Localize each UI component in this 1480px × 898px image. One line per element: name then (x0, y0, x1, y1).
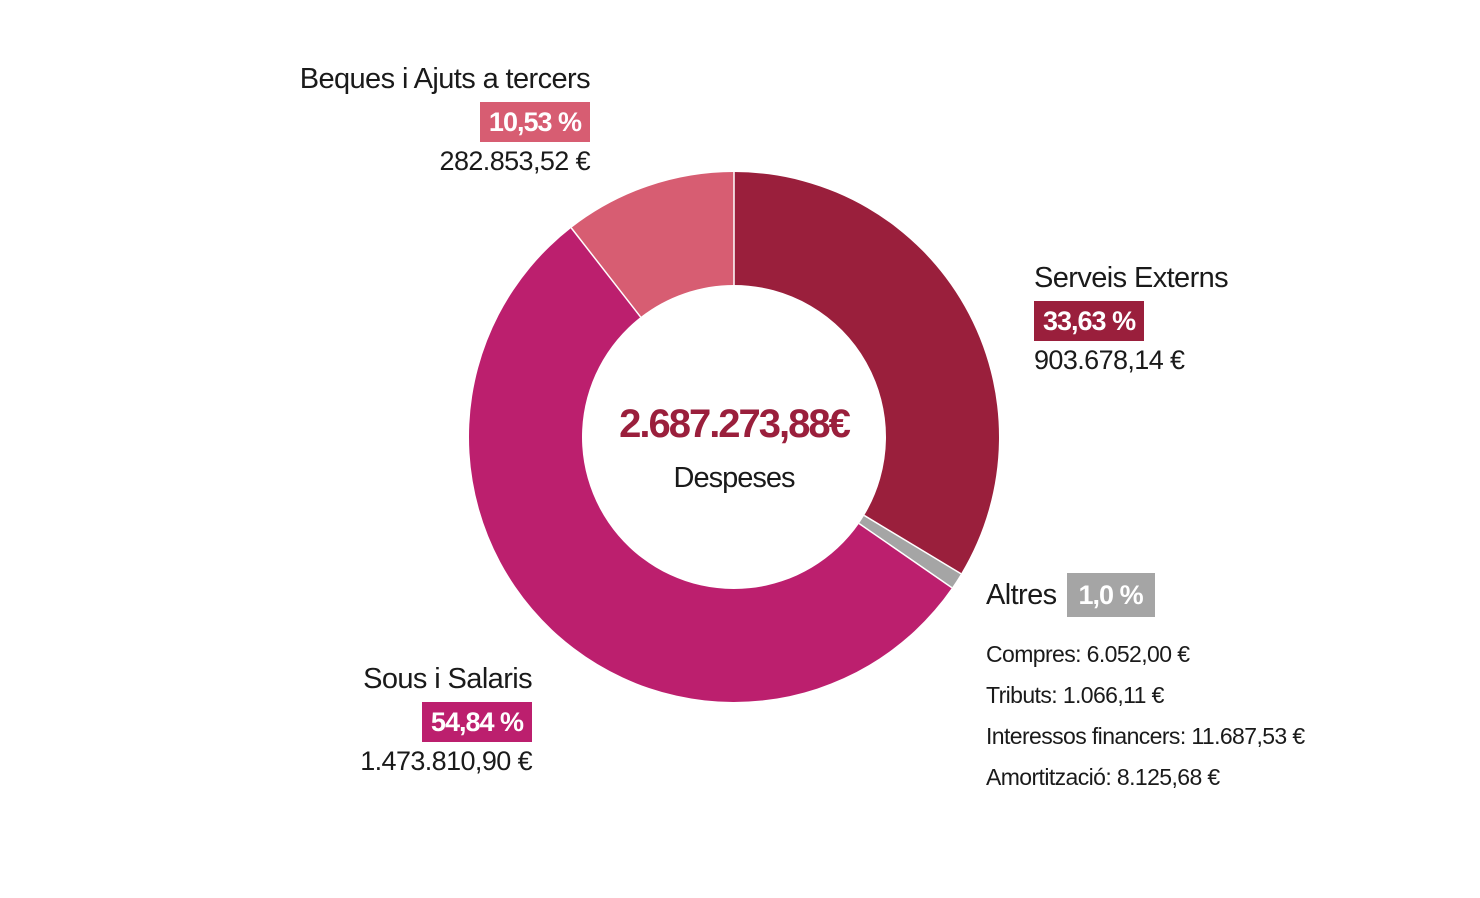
breakdown-item: Compres: 6.052,00 € (986, 641, 1190, 667)
slice-name: Serveis Externs (1034, 262, 1229, 294)
slice-name: Beques i Ajuts a tercers (299, 63, 591, 95)
slice-separator (863, 514, 962, 575)
slice-label-beques: Beques i Ajuts a tercers 10,53 % 282.853… (299, 60, 591, 180)
breakdown-item: Tributs: 1.066,11 € (986, 682, 1164, 708)
slice-amount: 1.473.810,90 € (360, 746, 532, 776)
slice-percent-badge: 54,84 % (421, 702, 532, 742)
breakdown-item: Interessos financers: 11.687,53 € (986, 723, 1305, 749)
total-label: Despeses (673, 462, 796, 494)
slice-name: Altres (986, 579, 1057, 611)
slice-beques (571, 172, 734, 318)
slice-separator (858, 522, 953, 589)
slice-percent-badge: 1,0 % (1066, 573, 1155, 617)
altres-breakdown-list: Compres: 6.052,00 € Tributs: 1.066,11 € … (986, 634, 1305, 798)
total-amount: 2.687.273,88€ (619, 402, 851, 446)
slice-amount: 903.678,14 € (1034, 345, 1185, 375)
slice-sous-salaris (468, 227, 952, 703)
slice-separator (570, 227, 642, 318)
slice-label-serveis: Serveis Externs 33,63 % 903.678,14 € (1034, 259, 1229, 379)
slice-altres (859, 515, 962, 588)
slice-label-sous: Sous i Salaris 54,84 % 1.473.810,90 € (360, 660, 532, 780)
slice-amount: 282.853,52 € (439, 146, 591, 176)
slice-percent-badge: 33,63 % (1034, 301, 1145, 341)
breakdown-item: Amortització: 8.125,68 € (986, 764, 1220, 790)
slice-percent-badge: 10,53 % (479, 102, 590, 142)
slice-label-altres: Altres 1,0 % (986, 573, 1155, 617)
slice-name: Sous i Salaris (363, 663, 533, 695)
slice-serveis-externs (734, 172, 999, 574)
